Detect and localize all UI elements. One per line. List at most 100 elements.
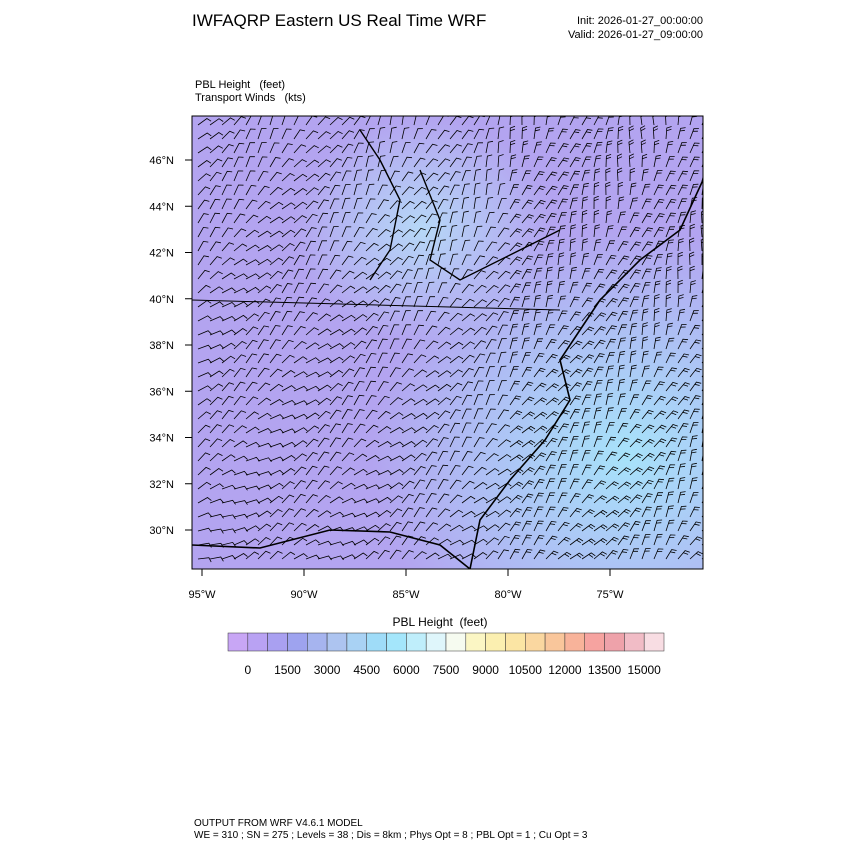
wind-barb bbox=[461, 254, 472, 266]
colorbar-label: 0 bbox=[244, 663, 251, 677]
wind-barb bbox=[257, 156, 268, 168]
wind-barb bbox=[701, 360, 703, 364]
wind-barb bbox=[317, 212, 329, 224]
wind-barb bbox=[617, 337, 627, 350]
wind-barb bbox=[353, 526, 368, 532]
wind-barb bbox=[497, 256, 511, 266]
wind-barb bbox=[233, 228, 247, 238]
wind-barb bbox=[425, 478, 437, 490]
wind-barb bbox=[317, 313, 331, 322]
wind-barb bbox=[641, 409, 654, 420]
wind-barb bbox=[257, 412, 272, 420]
wind-barb bbox=[581, 421, 591, 434]
wind-barb bbox=[341, 130, 355, 140]
wind-barb bbox=[533, 382, 547, 392]
wind-barb bbox=[557, 310, 568, 322]
wind-barb bbox=[461, 225, 470, 238]
wind-barb bbox=[377, 496, 392, 504]
wind-barb bbox=[269, 399, 284, 406]
wind-barb bbox=[521, 337, 530, 350]
wind-barb bbox=[281, 158, 294, 168]
wind-barb bbox=[197, 512, 212, 518]
wind-barb bbox=[629, 453, 643, 462]
colorbar-swatch bbox=[346, 632, 367, 652]
wind-barb bbox=[341, 437, 354, 448]
wind-barb bbox=[533, 171, 545, 182]
lake-shore bbox=[359, 129, 401, 281]
wind-barb bbox=[233, 440, 248, 448]
wind-barb bbox=[365, 326, 378, 336]
wind-barb bbox=[689, 237, 695, 252]
wind-barb bbox=[689, 506, 700, 518]
wind-barb bbox=[461, 341, 475, 350]
lake-shore bbox=[419, 169, 561, 281]
wind-barb bbox=[353, 453, 368, 462]
wind-barb bbox=[281, 296, 293, 308]
wind-barb bbox=[401, 116, 404, 126]
field-label: Transport Winds (kts) bbox=[195, 92, 306, 104]
wind-barb bbox=[449, 211, 458, 224]
wind-barb bbox=[497, 394, 508, 406]
wind-barb bbox=[389, 185, 402, 196]
wind-barb bbox=[389, 215, 403, 224]
wind-barb bbox=[605, 536, 619, 546]
wind-barb bbox=[425, 213, 438, 224]
wind-barb bbox=[569, 326, 582, 336]
wind-barb bbox=[329, 158, 342, 168]
wind-barb bbox=[509, 154, 517, 168]
wind-barb bbox=[617, 535, 630, 546]
wind-barb bbox=[269, 368, 283, 378]
wind-barb bbox=[557, 266, 565, 280]
wind-barb bbox=[233, 273, 248, 280]
wind-barb bbox=[581, 169, 591, 182]
wind-barb bbox=[665, 141, 674, 154]
wind-barb bbox=[329, 466, 343, 476]
wind-barb bbox=[209, 344, 224, 350]
wind-barb bbox=[293, 480, 306, 490]
wind-barb bbox=[221, 368, 235, 378]
wind-barb bbox=[377, 549, 390, 560]
wind-barb bbox=[317, 384, 332, 392]
wind-barb bbox=[449, 554, 464, 560]
wind-barb bbox=[245, 367, 258, 378]
wind-barb bbox=[497, 338, 507, 350]
wind-barb bbox=[593, 353, 605, 364]
wind-barb bbox=[197, 213, 209, 224]
wind-barb bbox=[533, 425, 548, 434]
wind-barb bbox=[485, 537, 499, 546]
wind-barb bbox=[557, 252, 565, 266]
wind-barb bbox=[521, 381, 534, 392]
wind-barb bbox=[521, 309, 530, 322]
wind-barb bbox=[281, 441, 296, 448]
wind-barb bbox=[629, 423, 642, 434]
wind-barb bbox=[293, 268, 304, 280]
wind-barb bbox=[413, 493, 425, 504]
wind-barb bbox=[569, 266, 577, 280]
wind-barb bbox=[233, 470, 248, 476]
wind-barb bbox=[581, 479, 593, 490]
wind-barb bbox=[233, 540, 248, 546]
wind-barb bbox=[485, 168, 493, 182]
wind-barb bbox=[581, 509, 595, 518]
wind-barb bbox=[293, 493, 306, 504]
wind-barb bbox=[533, 352, 545, 364]
wind-barb bbox=[413, 426, 428, 434]
wind-barb bbox=[653, 519, 663, 532]
wind-barb bbox=[677, 477, 686, 490]
wind-barb bbox=[317, 540, 332, 546]
wind-barb bbox=[557, 369, 571, 378]
wind-barb bbox=[245, 538, 260, 546]
wind-barb bbox=[377, 366, 388, 378]
wind-barb bbox=[665, 491, 674, 504]
wind-barb bbox=[233, 367, 246, 378]
wind-barb bbox=[497, 439, 511, 448]
wind-barb bbox=[509, 140, 516, 154]
wind-barb bbox=[425, 340, 439, 350]
wind-barb bbox=[473, 211, 482, 224]
wind-barb bbox=[281, 370, 296, 378]
wind-barb bbox=[245, 184, 257, 196]
wind-barb bbox=[473, 299, 487, 308]
wind-barb bbox=[605, 210, 613, 224]
wind-barb bbox=[221, 439, 235, 448]
wind-barb bbox=[545, 411, 559, 420]
